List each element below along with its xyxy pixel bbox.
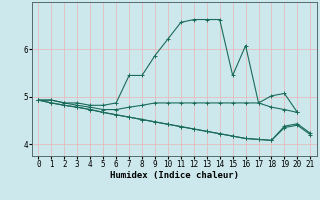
X-axis label: Humidex (Indice chaleur): Humidex (Indice chaleur) (110, 171, 239, 180)
